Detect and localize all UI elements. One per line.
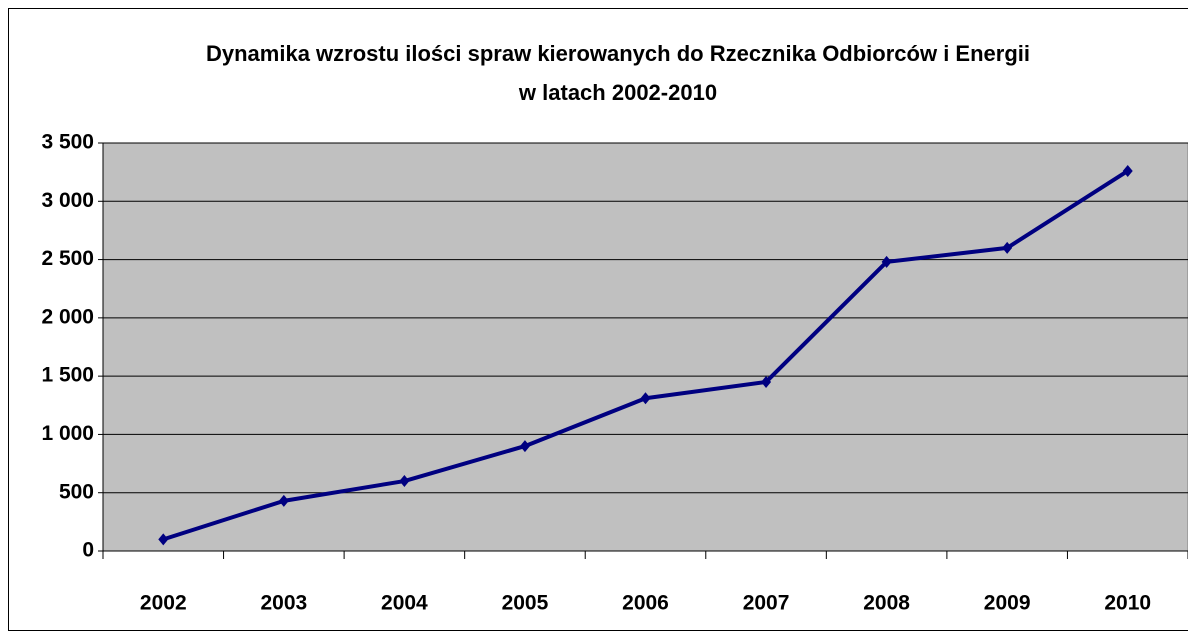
data-point: [278, 494, 289, 507]
plot-area: [102, 142, 1188, 552]
x-tick-label: 2007: [743, 592, 790, 615]
data-point: [1002, 241, 1013, 254]
y-tick-label: 3 500: [41, 131, 94, 154]
chart-title: Dynamika wzrostu ilości spraw kierowanyc…: [206, 41, 1030, 66]
x-tick-label: 2005: [502, 592, 549, 615]
x-tick-label: 2006: [622, 592, 669, 615]
x-tick-label: 2008: [863, 592, 910, 615]
data-point: [399, 475, 410, 488]
y-tick-label: 2 500: [41, 247, 94, 270]
data-point: [158, 533, 169, 546]
data-point: [519, 440, 530, 453]
x-tick-label: 2002: [140, 592, 187, 615]
x-tick-label: 2004: [381, 592, 428, 615]
y-tick-label: 500: [59, 480, 94, 503]
chart-title: w latach 2002-2010: [518, 80, 717, 105]
y-tick-label: 1 000: [41, 422, 94, 445]
y-tick-label: 1 500: [41, 364, 94, 387]
x-tick-label: 2009: [984, 592, 1031, 615]
y-tick-label: 0: [82, 539, 94, 562]
y-tick-label: 3 000: [41, 189, 94, 212]
data-point: [761, 375, 772, 388]
data-point: [881, 255, 892, 268]
x-tick-label: 2003: [260, 592, 307, 615]
data-point: [640, 392, 651, 405]
y-tick-label: 2 000: [41, 305, 94, 328]
data-point: [1122, 164, 1133, 177]
x-tick-label: 2010: [1104, 592, 1151, 615]
